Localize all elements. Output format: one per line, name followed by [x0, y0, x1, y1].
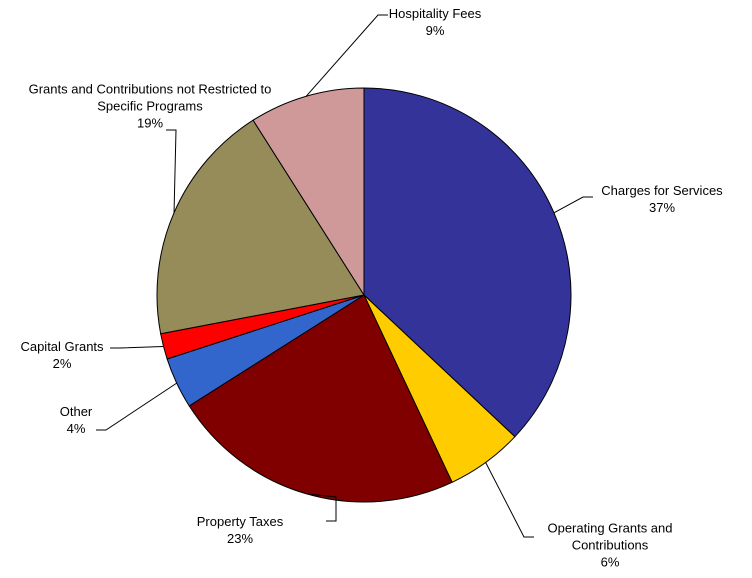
leader-line: [553, 196, 593, 214]
percent-label: 2%: [52, 356, 72, 371]
leader-line: [305, 14, 388, 97]
pie-slice: [363, 87, 572, 438]
percent-label: 6%: [600, 554, 620, 570]
leader-line: [110, 345, 164, 349]
percent-label: 19%: [136, 115, 164, 131]
slice-label: Property Taxes 23%: [180, 513, 300, 547]
percent-label: 4%: [66, 421, 86, 436]
slice-label: Charges for Services 37%: [587, 182, 737, 216]
leader-line: [166, 129, 177, 213]
category-label: Grants and Contributions not Restricted …: [28, 81, 272, 114]
category-label: Charges for Services: [601, 183, 723, 198]
slice-label: Grants and Contributions not Restricted …: [20, 81, 280, 132]
slice-label: Other 4%: [46, 403, 106, 437]
leader-line: [485, 462, 534, 538]
category-label: Property Taxes: [196, 514, 284, 529]
slice-label: Operating Grants and Contributions 6%: [530, 520, 690, 571]
category-label: Operating Grants and Contributions: [547, 520, 673, 553]
percent-label: 23%: [226, 531, 254, 546]
leader-line: [306, 493, 337, 522]
category-label: Other: [59, 404, 93, 419]
category-label: Hospitality Fees: [388, 6, 482, 21]
category-label: Capital Grants: [20, 339, 104, 354]
pie-slice: [156, 119, 365, 335]
slice-label: Hospitality Fees 9%: [370, 5, 500, 39]
leader-line: [96, 382, 177, 431]
slice-label: Capital Grants 2%: [7, 338, 117, 372]
percent-label: 9%: [425, 23, 445, 38]
percent-label: 37%: [648, 200, 676, 215]
